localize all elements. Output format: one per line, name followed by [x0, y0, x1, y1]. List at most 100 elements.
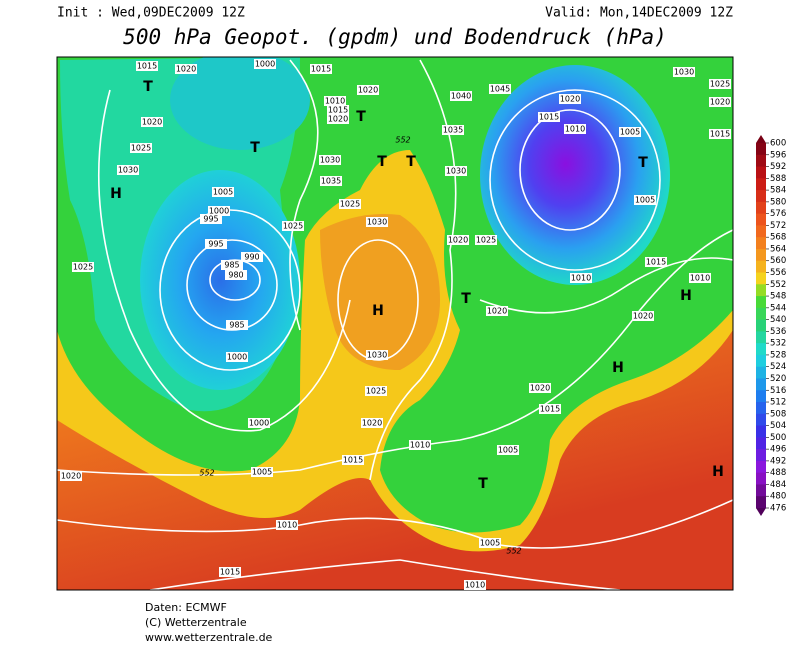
map-area [57, 57, 733, 590]
pressure-label-bg [141, 117, 163, 127]
pressure-label-bg [219, 567, 241, 577]
pressure-label: 1005 [498, 446, 518, 455]
pressure-label-bg [445, 166, 467, 176]
pressure-label-bg [634, 195, 656, 205]
colorbar-label: 488 [770, 468, 786, 478]
colorbar-label: 508 [770, 409, 786, 419]
colorbar-arrow-bottom [756, 508, 766, 516]
colorbar-band [756, 178, 766, 191]
isobar [57, 229, 733, 476]
pressure-label: 1030 [118, 166, 138, 175]
colorbar-band [756, 413, 766, 427]
colorbar-label: 588 [770, 174, 786, 184]
pressure-label-bg [310, 64, 332, 74]
colorbar-label: 600 [770, 139, 786, 149]
pressure-label: 1045 [490, 85, 510, 94]
colorbar-label: 500 [770, 433, 786, 443]
pressure-center: T [461, 291, 471, 307]
contour-label: 552 [199, 469, 214, 478]
pressure-label: 1025 [340, 200, 360, 209]
pressure-label-bg [175, 64, 197, 74]
colorbar-label: 556 [770, 268, 786, 278]
pressure-label-bg [486, 306, 508, 316]
pressure-label-bg [320, 176, 342, 186]
colorbar-band [756, 366, 766, 379]
colorbar-band [756, 296, 766, 309]
pressure-label-bg [479, 538, 501, 548]
colorbar-label: 592 [770, 162, 786, 172]
pressure-center: T [377, 154, 387, 170]
init-time: Init : Wed,09DEC2009 12Z [57, 6, 245, 21]
colorbar-band [756, 354, 766, 368]
pressure-label-bg [475, 235, 497, 245]
pressure-label: 1015 [220, 568, 240, 577]
pressure-label-bg [276, 520, 298, 530]
low-pressure-west [140, 170, 300, 390]
colorbar-band [756, 390, 766, 403]
colorbar-label: 576 [770, 209, 786, 219]
pressure-label: 1010 [410, 441, 430, 450]
pressure-label: 1020 [633, 312, 653, 321]
map-frame [56, 56, 734, 591]
pressure-label-bg [673, 67, 695, 77]
pressure-label: 985 [229, 321, 244, 330]
pressure-label: 1020 [358, 86, 378, 95]
pressure-label-bg [539, 404, 561, 414]
pressure-label-bg [130, 143, 152, 153]
low-pressure-east [480, 65, 670, 285]
pressure-label: 1005 [635, 196, 655, 205]
colorbar-band [756, 378, 766, 391]
pressure-label-bg [619, 127, 641, 137]
pressure-label: 990 [244, 253, 259, 262]
pressure-label: 1025 [710, 80, 730, 89]
pressure-label-bg [632, 311, 654, 321]
pressure-label-bg [117, 165, 139, 175]
pressure-label: 1015 [311, 65, 331, 74]
colorbar-band [756, 190, 766, 203]
colorbar-band [756, 472, 766, 485]
colorbar-band [756, 449, 766, 462]
pressure-label: 1020 [560, 95, 580, 104]
pressure-center: H [372, 303, 384, 319]
pressure-label: 1000 [227, 353, 247, 362]
colorbar-label: 496 [770, 445, 786, 455]
pressure-label: 1035 [443, 126, 463, 135]
colorbar-label: 524 [770, 362, 786, 372]
pressure-label-bg [327, 114, 349, 124]
colorbar-label: 584 [770, 186, 786, 196]
colorbar-band [756, 484, 766, 497]
pressure-label: 985 [224, 261, 239, 270]
pressure-label-bg [248, 418, 270, 428]
isobar [519, 109, 621, 231]
pressure-center: T [638, 155, 648, 171]
colorbar-label: 504 [770, 421, 786, 431]
pressure-label-bg [226, 352, 248, 362]
pressure-label-bg [327, 105, 349, 115]
colorbar-band [756, 331, 766, 344]
isobar [289, 59, 319, 331]
isobar [479, 257, 733, 314]
pressure-label-bg [709, 129, 731, 139]
pressure-label-bg [689, 273, 711, 283]
colorbar-arrow-top [756, 135, 766, 143]
colorbar-label: 492 [770, 456, 786, 466]
colorbar-label: 532 [770, 339, 786, 349]
pressure-label: 1010 [571, 274, 591, 283]
isobar [57, 499, 733, 549]
colorbar-band [756, 437, 766, 450]
pressure-label: 1000 [255, 60, 275, 69]
pressure-label: 1020 [176, 65, 196, 74]
pressure-label: 1020 [142, 118, 162, 127]
pressure-center: T [250, 140, 260, 156]
colorbar-label: 528 [770, 350, 786, 360]
pressure-label-bg [489, 84, 511, 94]
pressure-label-bg [241, 252, 263, 262]
pressure-center: T [143, 79, 153, 95]
pressure-label: 1015 [710, 130, 730, 139]
pressure-label-bg [324, 96, 346, 106]
pressure-center: H [712, 464, 724, 480]
pressure-label: 1020 [362, 419, 382, 428]
pressure-label-bg [366, 350, 388, 360]
pressure-center: H [110, 186, 122, 202]
